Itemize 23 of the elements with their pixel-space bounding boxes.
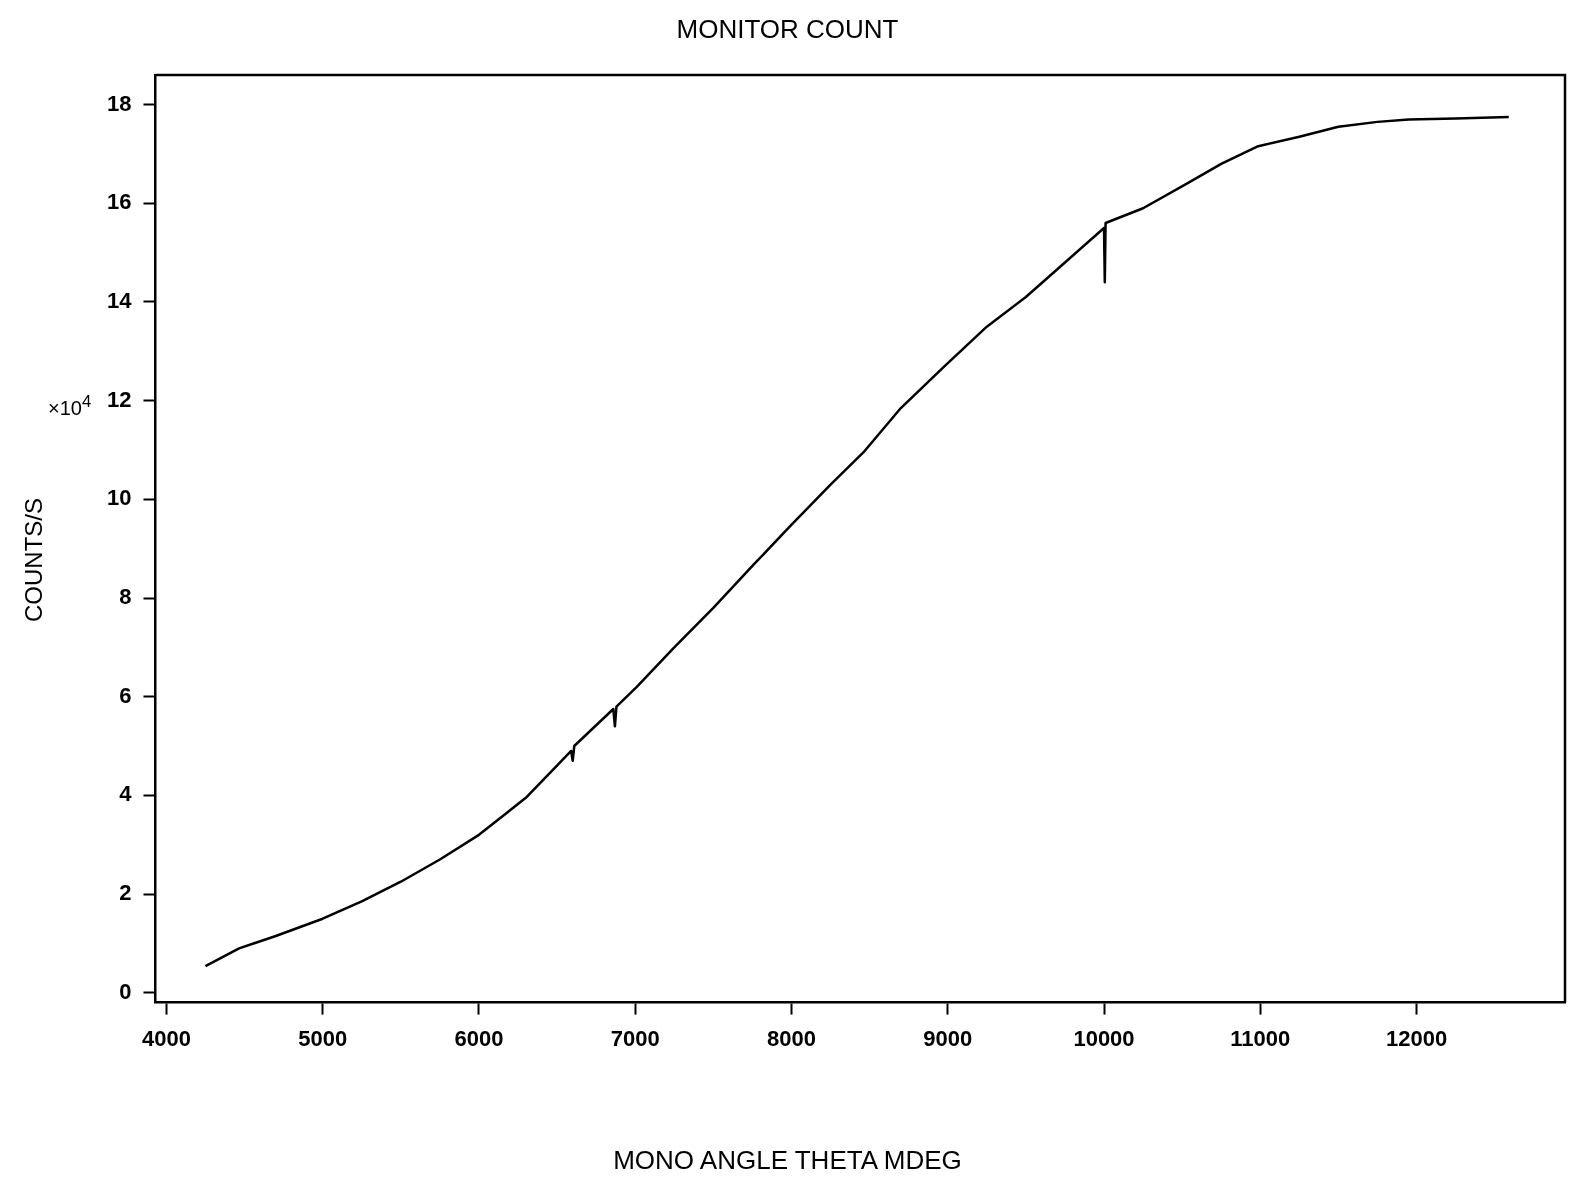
x-axis-title: MONO ANGLE THETA MDEG (612, 1145, 963, 1176)
text: ×10$^{4}$ (48, 392, 92, 420)
y-tick-label: 18 (106, 90, 132, 116)
y-tick-label: 10 (106, 485, 132, 511)
x-tick-label: 5000 (298, 1025, 348, 1051)
x-tick-label: 9000 (923, 1025, 973, 1051)
x-tick-label: 11000 (1230, 1025, 1291, 1051)
y-tick-label: 4 (119, 781, 133, 807)
y-axis-title: COUNTS/S (20, 497, 48, 623)
y-tick-label: 16 (106, 189, 132, 215)
x-tick-label: 6000 (454, 1025, 504, 1051)
y-tick-label: 8 (119, 584, 132, 610)
x-tick-label: 8000 (767, 1025, 816, 1051)
y-tick-label: 12 (106, 386, 132, 412)
x-tick-label: 12000 (1385, 1025, 1448, 1051)
y-tick-label: 0 (119, 978, 132, 1004)
y-tick-label: 6 (119, 682, 132, 708)
y-tick-label: 2 (119, 880, 132, 906)
chart-title: MONITOR COUNT (675, 14, 900, 45)
x-tick-label: 4000 (141, 1025, 191, 1051)
x-tick-label: 10000 (1073, 1025, 1135, 1051)
y-tick-label: 14 (106, 288, 133, 314)
x-tick-label: 7000 (610, 1025, 660, 1051)
